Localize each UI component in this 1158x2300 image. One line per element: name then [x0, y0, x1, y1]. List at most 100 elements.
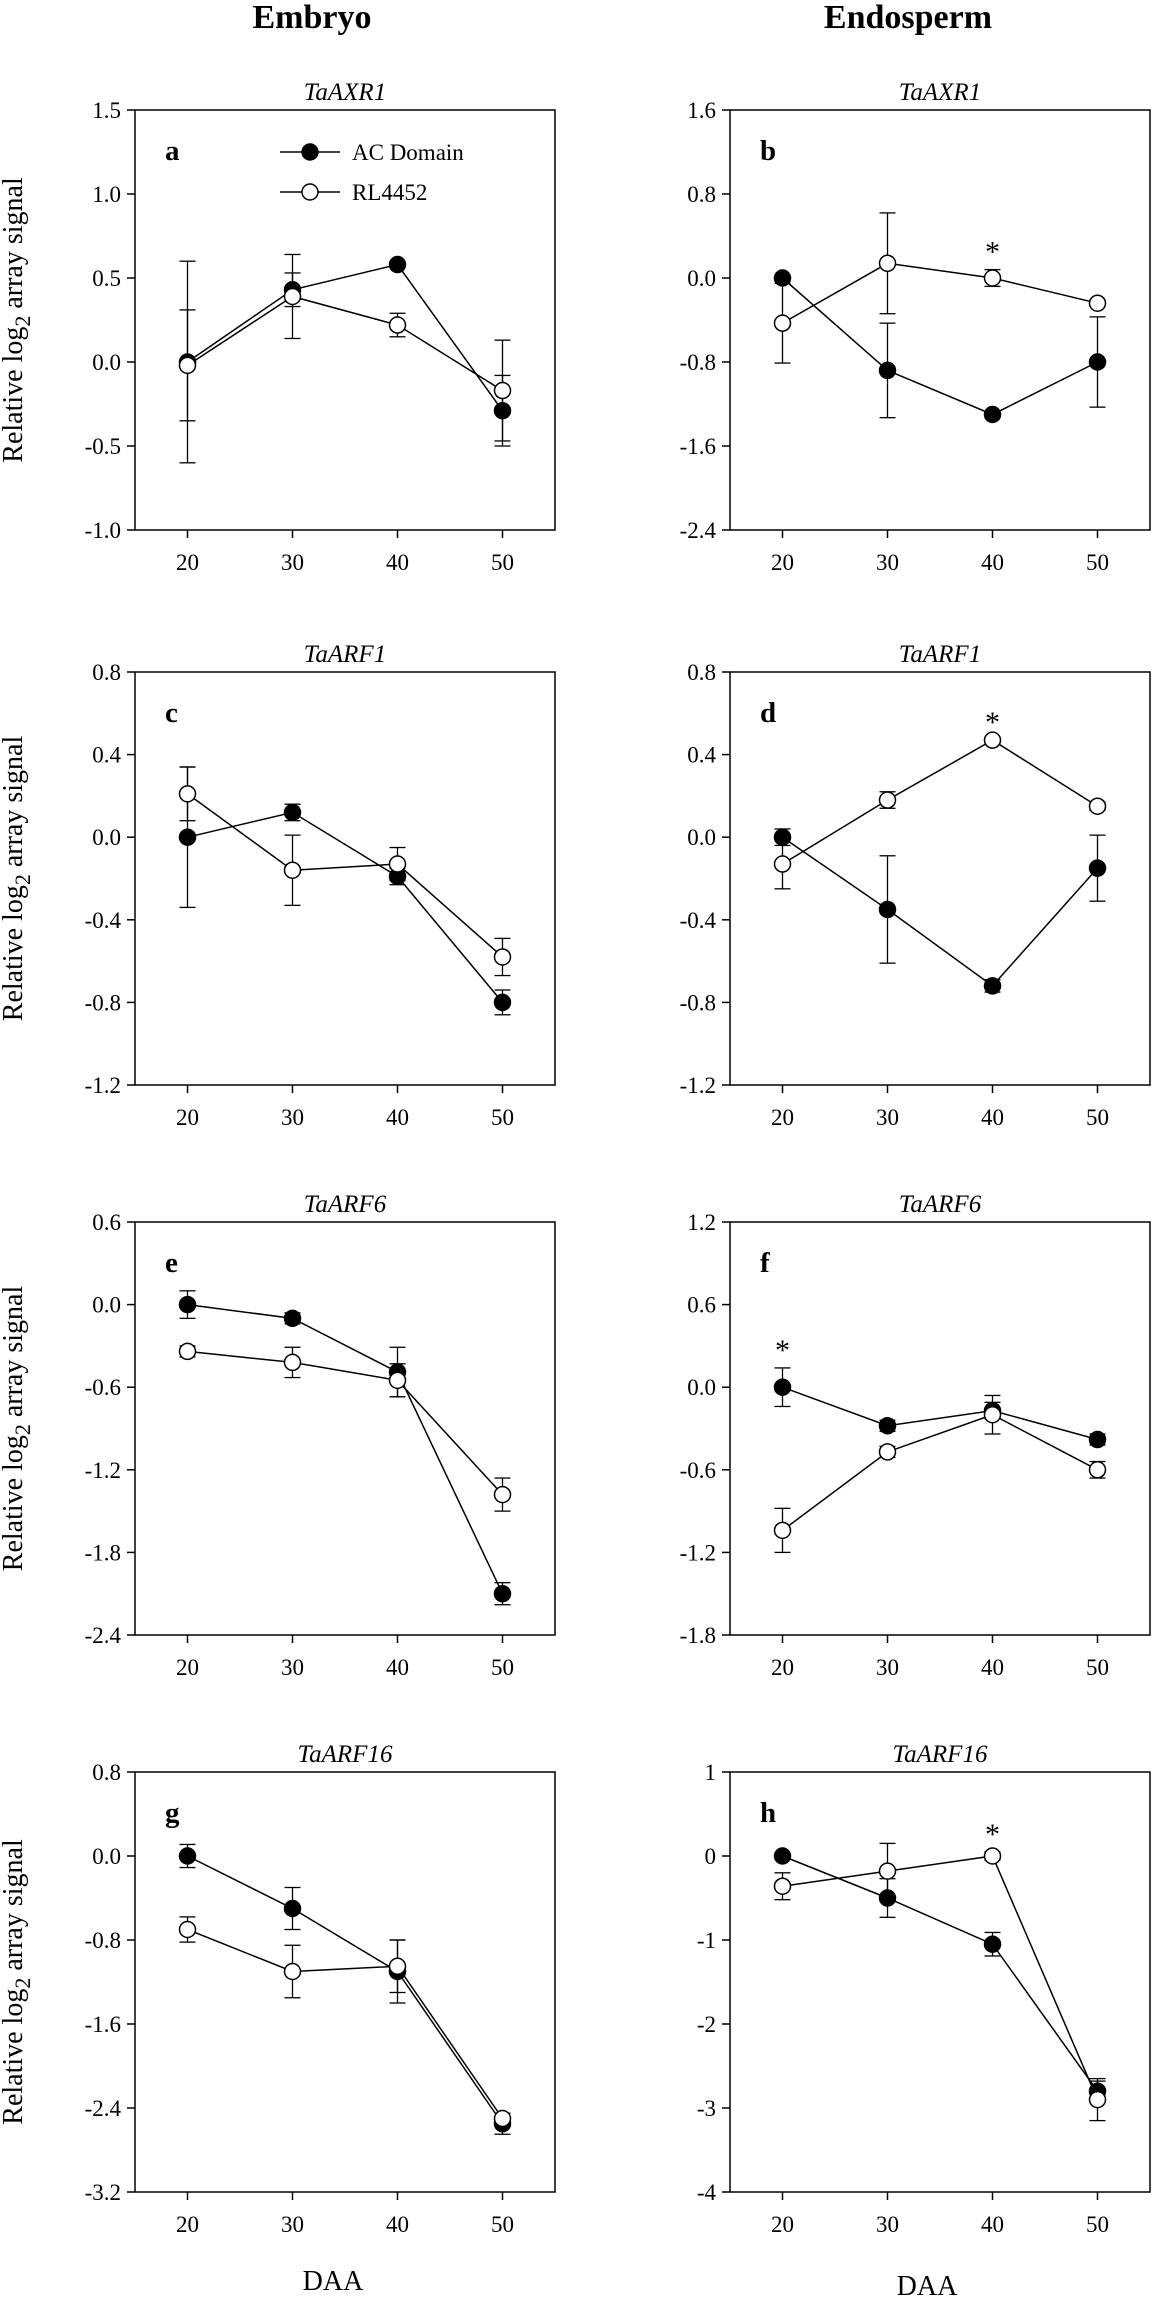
- plot-frame: [134, 109, 556, 531]
- y-tick-label: 0.0: [687, 825, 716, 850]
- data-point-ac-domain: [983, 1935, 1002, 1953]
- data-point-rl4452: [283, 861, 302, 879]
- y-tick-label: 0.6: [92, 1210, 121, 1235]
- series-line-rl4452: [187, 1928, 504, 2119]
- data-point-rl4452: [388, 1371, 407, 1390]
- x-tick-label: 20: [771, 1105, 794, 1130]
- x-tick-label: 20: [176, 2212, 199, 2237]
- data-point-ac-domain: [773, 1847, 792, 1865]
- data-point-rl4452: [983, 1847, 1002, 1865]
- significance-star: *: [985, 1818, 1000, 1851]
- y-tick-label: -0.6: [680, 1458, 716, 1483]
- plot-frame: [134, 1771, 556, 2193]
- data-point-ac-domain: [773, 1378, 792, 1396]
- data-point-rl4452: [1088, 2090, 1107, 2109]
- y-tick-label: -1.8: [85, 1540, 121, 1565]
- data-point-ac-domain: [493, 1584, 512, 1603]
- y-tick-label: -1.2: [85, 1073, 121, 1098]
- y-tick-label: -1.2: [680, 1073, 716, 1098]
- data-point-rl4452: [178, 785, 197, 803]
- x-tick-label: 40: [386, 1105, 409, 1130]
- y-tick-label: -0.5: [85, 434, 121, 459]
- panel-letter: d: [760, 697, 776, 729]
- y-tick-label: 0.5: [92, 266, 121, 291]
- y-tick-label: 1.2: [687, 1210, 716, 1235]
- y-axis-label: Relative log2 array signal: [0, 177, 35, 463]
- panel-title: TaARF16: [893, 1741, 988, 1768]
- panel-letter: b: [760, 135, 776, 167]
- data-point-rl4452: [178, 1920, 197, 1939]
- series-line-rl4452: [782, 1855, 1099, 2100]
- data-point-rl4452: [773, 1877, 792, 1895]
- y-axis-label: Relative log2 array signal: [0, 1839, 35, 2125]
- y-tick-label: -3.2: [85, 2180, 121, 2205]
- panel-title: TaAXR1: [304, 79, 386, 106]
- plot-frame: [134, 671, 556, 1086]
- plot-frame: [729, 1221, 1151, 1636]
- panel-d: -1.2 -0.8 -0.4 0.0 0.4 0.8 20 30 40 50 TaARF1 d *: [680, 641, 1151, 1130]
- legend-marker-ac-domain: [301, 143, 319, 161]
- data-point-rl4452: [493, 948, 512, 966]
- y-tick-label: 0.4: [92, 743, 121, 768]
- column-header-endosperm: Endosperm: [824, 0, 992, 36]
- significance-star: *: [775, 1334, 790, 1367]
- data-point-ac-domain: [983, 977, 1002, 995]
- significance-star: *: [985, 236, 1000, 269]
- x-tick-label: 30: [281, 2212, 304, 2237]
- y-tick-label: -0.8: [680, 350, 716, 375]
- data-point-rl4452: [1088, 797, 1107, 815]
- y-axis-label-subscript: 2: [10, 874, 35, 885]
- y-tick-label: 0.0: [687, 266, 716, 291]
- data-point-rl4452: [493, 381, 512, 400]
- y-tick-label: -0.8: [680, 990, 716, 1015]
- data-point-rl4452: [388, 1957, 407, 1975]
- y-tick-label: 1.6: [687, 98, 716, 123]
- y-axis-label-subscript: 2: [10, 1978, 35, 1989]
- x-tick-label: 40: [981, 1655, 1004, 1680]
- y-axis-label-subscript: 2: [10, 316, 35, 327]
- plot-frame: [729, 1771, 1151, 2193]
- y-axis-label-suffix: array signal: [0, 736, 29, 875]
- panel-letter: c: [165, 697, 178, 729]
- x-tick-label: 20: [771, 1655, 794, 1680]
- x-tick-label: 50: [1086, 550, 1109, 575]
- data-point-rl4452: [1088, 294, 1107, 312]
- y-tick-label: -2.4: [680, 518, 717, 543]
- data-point-rl4452: [388, 855, 407, 873]
- x-tick-label: 20: [771, 550, 794, 575]
- data-point-ac-domain: [1088, 1430, 1107, 1449]
- data-point-rl4452: [878, 791, 897, 809]
- y-tick-label: -0.6: [85, 1375, 121, 1400]
- x-tick-label: 50: [491, 550, 514, 575]
- panel-g: -3.2 -2.4 -1.6 -0.8 0.0 0.8 20 30 40 50 TaARF16 g Re…: [0, 1741, 556, 2237]
- legend-label-rl4452: RL4452: [352, 180, 427, 205]
- y-tick-label: 1: [705, 1760, 717, 1785]
- y-tick-label: 1.5: [92, 98, 121, 123]
- x-axis-label-embryo: DAA: [303, 2266, 364, 2297]
- y-axis-label-prefix: Relative log: [0, 1435, 29, 1571]
- data-point-ac-domain: [983, 405, 1002, 424]
- x-tick-label: 40: [386, 2212, 409, 2237]
- data-point-ac-domain: [283, 1309, 302, 1328]
- data-point-rl4452: [178, 1342, 197, 1361]
- x-tick-label: 30: [876, 1655, 899, 1680]
- y-axis-label-suffix: array signal: [0, 1286, 29, 1425]
- panels-group: -1.0-0.50.00.51.01.520 30 40 50TaAXR1aRelat…: [0, 79, 1151, 2237]
- series-line-ac-domain: [782, 1386, 1098, 1441]
- x-axis-label-endosperm: DAA: [897, 2271, 958, 2300]
- data-point-ac-domain: [493, 401, 512, 420]
- panel-letter: f: [760, 1247, 770, 1279]
- x-tick-label: 50: [491, 2212, 514, 2237]
- y-tick-label: 0.0: [687, 1375, 716, 1400]
- y-tick-label: -1.6: [85, 2012, 121, 2037]
- y-axis-label: Relative log2 array signal: [0, 736, 35, 1022]
- x-tick-label: 30: [281, 1105, 304, 1130]
- series-line-ac-domain: [782, 1855, 1099, 2092]
- panel-title: TaARF6: [304, 1191, 387, 1218]
- y-axis-label-prefix: Relative log: [0, 327, 29, 463]
- data-point-rl4452: [283, 1962, 302, 1981]
- y-tick-label: -0.8: [85, 990, 121, 1015]
- y-tick-label: 0.8: [687, 660, 716, 685]
- x-tick-label: 40: [386, 550, 409, 575]
- y-tick-label: -1: [697, 1928, 716, 1953]
